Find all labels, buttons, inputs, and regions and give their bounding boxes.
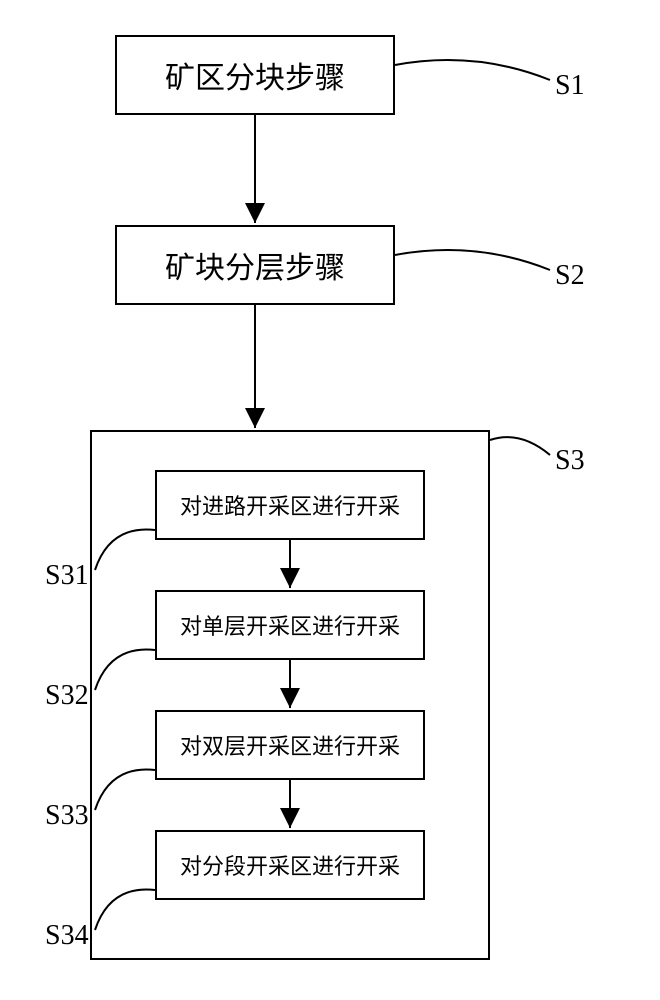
side-label-s34: S34 (45, 920, 89, 952)
node-s32-label: 对单层开采区进行开采 (180, 609, 400, 641)
node-s31-label: 对进路开采区进行开采 (180, 489, 400, 521)
node-s33: 对双层开采区进行开采 (155, 710, 425, 780)
node-s33-label: 对双层开采区进行开采 (180, 729, 400, 761)
side-label-s32: S32 (45, 680, 89, 712)
side-label-s31: S31 (45, 560, 89, 592)
node-s31: 对进路开采区进行开采 (155, 470, 425, 540)
node-s34-label: 对分段开采区进行开采 (180, 849, 400, 881)
node-s1-label: 矿区分块步骤 (165, 53, 345, 97)
side-label-s2: S2 (555, 260, 585, 292)
side-label-s33: S33 (45, 800, 89, 832)
callout-s2 (395, 250, 550, 270)
node-s34: 对分段开采区进行开采 (155, 830, 425, 900)
callout-s1 (395, 60, 550, 80)
side-label-s1: S1 (555, 70, 585, 102)
node-s2-label: 矿块分层步骤 (165, 243, 345, 287)
callout-s3 (490, 437, 550, 455)
side-label-s3: S3 (555, 445, 585, 477)
node-s1: 矿区分块步骤 (115, 35, 395, 115)
flowchart-canvas: 矿区分块步骤 矿块分层步骤 对进路开采区进行开采 对单层开采区进行开采 对双层开… (0, 0, 660, 1000)
node-s32: 对单层开采区进行开采 (155, 590, 425, 660)
node-s2: 矿块分层步骤 (115, 225, 395, 305)
